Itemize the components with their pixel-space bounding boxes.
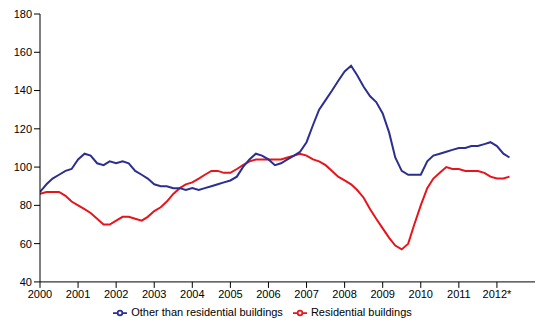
- svg-text:2010: 2010: [409, 288, 433, 300]
- svg-text:2000: 2000: [28, 288, 52, 300]
- svg-text:80: 80: [20, 199, 32, 211]
- html-text:Residential buildings: Residential buildings: [310, 305, 412, 318]
- svg-text:2004: 2004: [180, 288, 204, 300]
- svg-text:2008: 2008: [332, 288, 356, 300]
- svg-text:180: 180: [14, 8, 32, 20]
- svg-text:120: 120: [14, 123, 32, 135]
- html-text:Other than residential buildin: Other than residential buildings: [131, 305, 283, 318]
- svg-text:2009: 2009: [370, 288, 394, 300]
- svg-text:2005: 2005: [218, 288, 242, 300]
- svg-text:2002: 2002: [104, 288, 128, 300]
- svg-text:60: 60: [20, 238, 32, 250]
- svg-text:2001: 2001: [66, 288, 90, 300]
- svg-text:40: 40: [20, 276, 32, 288]
- svg-text:2011: 2011: [447, 288, 471, 300]
- svg-text:140: 140: [14, 84, 32, 96]
- svg-text:100: 100: [14, 161, 32, 173]
- svg-text:2012*: 2012*: [483, 288, 512, 300]
- svg-text:2006: 2006: [256, 288, 280, 300]
- svg-text:2003: 2003: [142, 288, 166, 300]
- svg-text:2007: 2007: [294, 288, 318, 300]
- svg-text:160: 160: [14, 46, 32, 58]
